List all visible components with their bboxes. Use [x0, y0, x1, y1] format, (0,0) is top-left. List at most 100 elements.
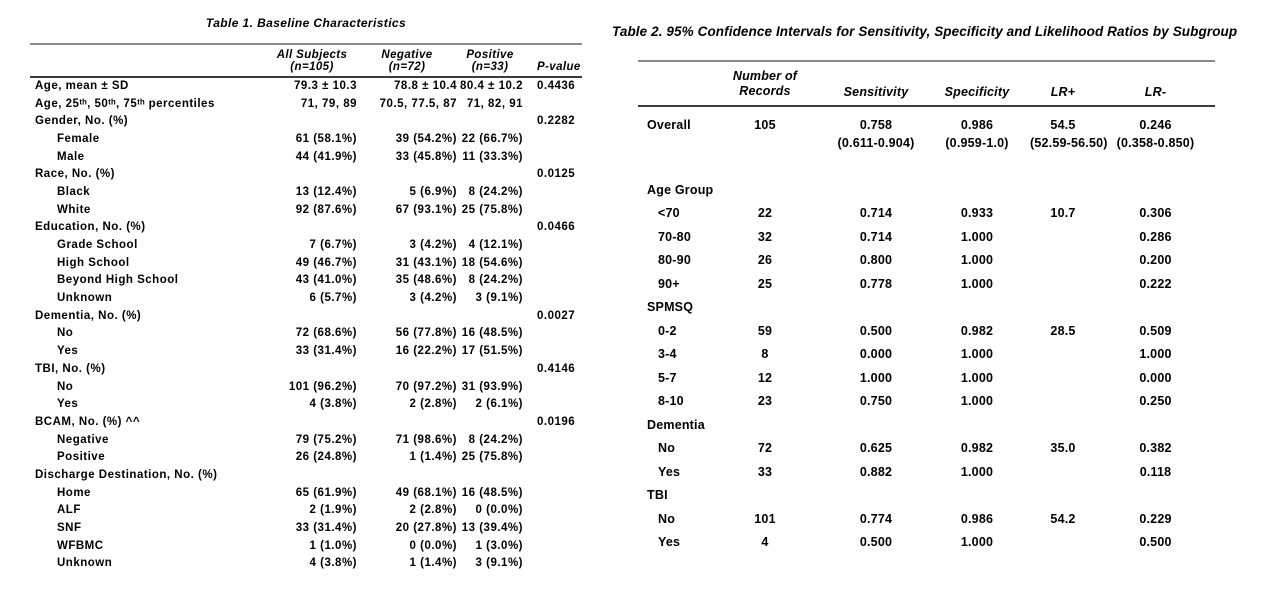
table2-row: No 101 0.774 0.986 54.2 0.229: [638, 507, 1215, 531]
negative-value: 71 (98.6%): [395, 433, 457, 446]
table2-row: 0-2 59 0.500 0.982 28.5 0.509: [638, 319, 1215, 343]
positive-value: 22 (66.7%): [461, 132, 523, 145]
lr-plus-value: 10.7: [1050, 206, 1076, 221]
table1-row: Negative 79 (75.2%) 71 (98.6%) 8 (24.2%): [30, 431, 582, 449]
header-line: LR+: [1050, 85, 1076, 99]
number-of-records-value: [702, 413, 828, 437]
table1-baseline-characteristics: All Subjects (n=105) Negative (n=72) Pos…: [30, 43, 582, 572]
row-label: No: [57, 380, 74, 393]
number-of-records-value: 72: [757, 441, 773, 456]
table1-row: Female 61 (58.1%) 39 (54.2%) 22 (66.7%): [30, 130, 582, 148]
table2-row: Overall 105 0.758 0.986 54.5 0.246: [638, 106, 1215, 136]
number-of-records-value: [702, 296, 828, 320]
lr-plus-value: [1030, 531, 1096, 555]
negative-value: 70 (97.2%): [395, 380, 457, 393]
table2-row: 90+ 25 0.778 1.000 0.222: [638, 272, 1215, 296]
p-value: [537, 395, 582, 413]
row-label: Age, mean ± SD: [35, 80, 129, 93]
row-label: Overall: [647, 118, 691, 132]
all-subjects-value: [267, 307, 357, 325]
sensitivity-value: 0.800: [859, 253, 893, 268]
all-subjects-value: [267, 165, 357, 183]
row-label: 0-2: [658, 323, 677, 338]
header-line: Positive: [466, 49, 514, 61]
all-subjects-value: 92 (87.6%): [295, 203, 357, 216]
sensitivity-value: 0.714: [859, 206, 893, 221]
negative-value: [357, 360, 457, 378]
table1-row: Home 65 (61.9%) 49 (68.1%) 16 (48.5%): [30, 484, 582, 502]
lr-plus-value: [1030, 272, 1096, 296]
negative-value: 2 (2.8%): [409, 504, 457, 517]
sensitivity-value: [828, 178, 924, 202]
specificity-value: 0.986: [960, 511, 994, 526]
table1-row: Education, No. (%) 0.0466: [30, 219, 582, 237]
header-line: (n=105): [290, 61, 334, 73]
table1-row: Discharge Destination, No. (%): [30, 466, 582, 484]
specificity-value: [924, 178, 1030, 202]
table1-row: TBI, No. (%) 0.4146: [30, 360, 582, 378]
positive-value: 25 (75.8%): [461, 451, 523, 464]
p-value: [537, 466, 582, 484]
table1-section: Table 1. Baseline Characteristics All Su…: [30, 16, 582, 572]
row-label: Dementia: [647, 417, 705, 432]
table2-row: (0.611-0.904) (0.959-1.0) (52.59-56.50) (0.…: [638, 136, 1215, 160]
table2-section: Table 2. 95% Confidence Intervals for Se…: [612, 24, 1263, 554]
all-subjects-value: 71, 79, 89: [300, 97, 357, 110]
sensitivity-value: 1.000: [859, 370, 893, 385]
p-value: 0.0466: [537, 221, 576, 234]
lr-minus-value: 0.500: [1139, 535, 1172, 550]
positive-value: 16 (48.5%): [461, 486, 523, 499]
specificity-value: [924, 413, 1030, 437]
negative-value: 5 (6.9%): [409, 185, 457, 198]
row-label: TBI, No. (%): [35, 362, 106, 375]
positive-value: 4 (12.1%): [468, 239, 523, 252]
p-value: [537, 378, 582, 396]
table1-row: Grade School 7 (6.7%) 3 (4.2%) 4 (12.1%): [30, 236, 582, 254]
p-value: [537, 555, 582, 573]
negative-value: 1 (1.4%): [409, 451, 457, 464]
row-label: Positive: [57, 451, 106, 464]
positive-value: 80.4 ± 10.2: [460, 80, 523, 93]
p-value: 0.4146: [537, 362, 576, 375]
row-label: Male: [57, 150, 85, 163]
positive-value: 3 (9.1%): [475, 557, 523, 570]
row-label: Grade School: [57, 239, 138, 252]
sensitivity-value: 0.625: [859, 441, 893, 456]
row-label: BCAM, No. (%) ^^: [35, 415, 141, 428]
positive-value: 3 (9.1%): [475, 292, 523, 305]
sensitivity-value: 0.500: [859, 535, 893, 550]
table1-row: High School 49 (46.7%) 31 (43.1%) 18 (54.6%…: [30, 254, 582, 272]
all-subjects-value: 43 (41.0%): [295, 274, 357, 287]
lr-plus-value: [1030, 366, 1096, 390]
positive-value: [457, 165, 537, 183]
positive-value: [457, 360, 537, 378]
row-label: Unknown: [57, 557, 113, 570]
all-subjects-value: 79 (75.2%): [295, 433, 357, 446]
table1-row: Positive 26 (24.8%) 1 (1.4%) 25 (75.8%): [30, 448, 582, 466]
lr-minus-value: 0.509: [1139, 323, 1172, 338]
all-subjects-value: 6 (5.7%): [309, 292, 357, 305]
all-subjects-value: 33 (31.4%): [295, 522, 357, 535]
table2-row: 8-10 23 0.750 1.000 0.250: [638, 390, 1215, 414]
sensitivity-value: [828, 296, 924, 320]
positive-value: 0 (0.0%): [475, 504, 523, 517]
all-subjects-value: [267, 219, 357, 237]
p-value: 0.0196: [537, 415, 576, 428]
p-value: [537, 254, 582, 272]
all-subjects-value: 79.3 ± 10.3: [294, 80, 357, 93]
row-label: Gender, No. (%): [35, 115, 129, 128]
negative-value: 39 (54.2%): [395, 132, 457, 145]
table2-row: Yes 4 0.500 1.000 0.500: [638, 531, 1215, 555]
row-label: Discharge Destination, No. (%): [35, 468, 218, 481]
p-value: [537, 537, 582, 555]
table2-section-row: Age Group: [638, 178, 1215, 202]
specificity-value: 1.000: [960, 535, 994, 550]
lr-plus-value: [1030, 160, 1096, 178]
lr-minus-value: [1096, 484, 1215, 508]
table2-header-sensitivity: Sensitivity: [828, 61, 924, 107]
negative-value: [357, 466, 457, 484]
sensitivity-value: [828, 413, 924, 437]
lr-minus-value: 0.222: [1139, 276, 1172, 291]
row-label: SPMSQ: [647, 300, 694, 315]
